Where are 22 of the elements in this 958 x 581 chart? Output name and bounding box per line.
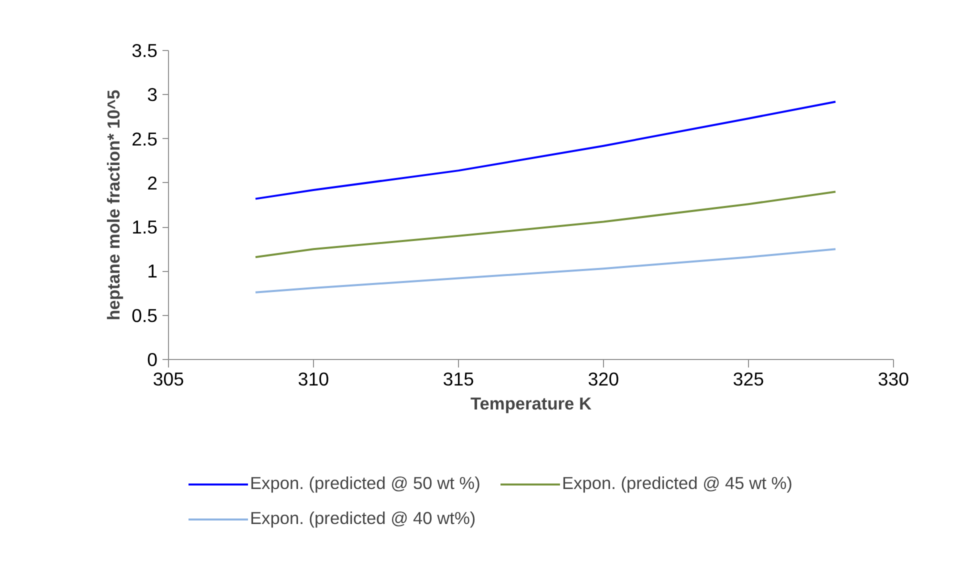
y-tick-label: 0.5 (132, 304, 158, 326)
y-tick-label: 2 (147, 172, 158, 194)
line-series (254, 248, 836, 294)
y-tick-label: 3 (147, 84, 158, 106)
y-tick-label: 2.5 (132, 128, 158, 150)
y-tick-label: 1.5 (132, 216, 158, 238)
y-tick-label: 3.5 (132, 40, 158, 61)
y-tick-label: 1 (147, 260, 158, 282)
x-tick-label: 330 (878, 368, 910, 390)
x-tick-label: 315 (442, 368, 474, 390)
y-axis-title: heptane mole fraction* 10^5 (104, 89, 124, 320)
y-tick-label: 0 (147, 349, 158, 370)
line-series (254, 100, 836, 200)
x-axis-title: Temperature K (470, 394, 592, 414)
x-tick-label: 325 (732, 368, 764, 390)
legend-label: Expon. (predicted @ 45 wt %) (562, 473, 794, 494)
x-tick-label: 305 (152, 368, 184, 390)
legend-label: Expon. (predicted @ 40 wt%) (250, 508, 477, 529)
line-series (254, 190, 836, 258)
x-tick-label: 320 (588, 368, 620, 390)
x-tick-label: 310 (298, 368, 330, 390)
legend-label: Expon. (predicted @ 50 wt %) (250, 473, 482, 494)
